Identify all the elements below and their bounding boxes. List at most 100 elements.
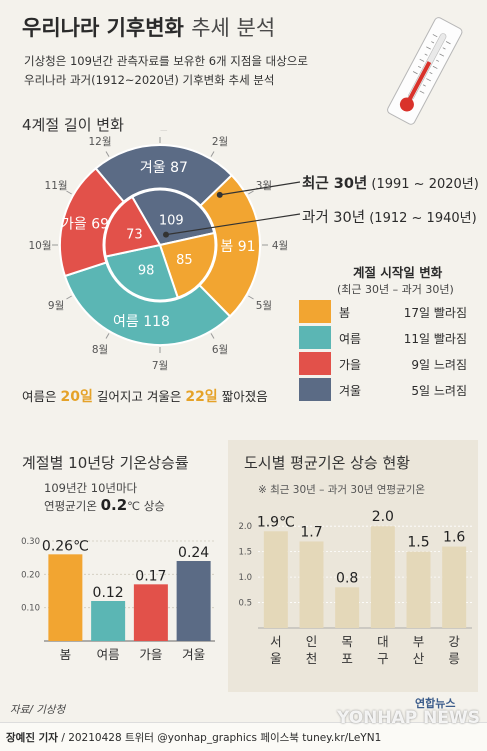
credit-author: 장예진 기자	[6, 732, 58, 744]
month-label: 2월	[212, 136, 228, 148]
legend-name: 봄	[339, 306, 351, 320]
thermometer-icon	[387, 17, 463, 125]
recent-slice-label: 봄 91	[220, 239, 255, 255]
recent-range-text: (1991 ~ 2020년)	[371, 177, 479, 192]
month-tick	[210, 151, 215, 157]
city-section-heading: 도시별 평균기온 상승 현황	[244, 454, 411, 472]
recent-period-label: 최근 30년 (1991 ~ 2020년)	[302, 172, 479, 193]
city-ytick-label: 1.5	[238, 548, 252, 558]
city-value-label: 2.0	[372, 509, 394, 525]
rate-bar	[91, 601, 126, 641]
legend-name: 겨울	[339, 384, 362, 398]
city-ytick-label: 1.0	[238, 573, 252, 583]
legend-name: 여름	[339, 332, 362, 346]
recent-label-text: 최근 30년	[302, 176, 368, 192]
agency-watermark: YONHAP NEWS	[337, 708, 480, 728]
season-section-heading: 4계절 길이 변화	[22, 116, 124, 134]
rate-bar	[176, 561, 211, 641]
rate-value-label: 0.26℃	[42, 538, 89, 554]
rate-category-label: 겨울	[182, 647, 205, 662]
legend-swatch	[299, 300, 331, 323]
recent-slice-label: 여름 118	[113, 314, 170, 330]
season-summary: 여름은 20일 길어지고 겨울은 22일 짧아졌음	[22, 386, 268, 406]
rate-value-label: 0.17	[135, 568, 166, 584]
legend-name: 가을	[339, 358, 362, 372]
legend-swatch	[299, 352, 331, 375]
season-donut-chart: 겨울 87 봄 91 여름 118 가을 69 109 85 98 73 1월 2월 3월 4월 5월 6…	[28, 130, 300, 372]
month-tick	[66, 190, 72, 195]
month-label: 1월	[152, 130, 168, 132]
past-slice-label: 73	[126, 228, 143, 243]
past-pointer-dot	[163, 231, 169, 238]
summary-text-a: 여름은	[22, 389, 57, 404]
footer-bar: 장예진 기자 / 20210428 트위터 @yonhap_graphics 페…	[0, 722, 487, 751]
legend-title: 계절 시작일 변화	[353, 265, 443, 280]
city-bar-chart: 2.0 1.5 1.0 0.5 1.9℃ 서 울 1.7 인 천 0.8 목 포 2.0 대 구 1.5 부 산 1.…	[238, 509, 472, 666]
recent-slice-label: 가을 69	[61, 217, 109, 233]
past-range-text: (1912 ~ 1940년)	[369, 211, 477, 226]
city-ytick-label: 2.0	[238, 522, 252, 532]
city-bar	[370, 526, 395, 628]
agency-logo-kr: 연합뉴스	[415, 697, 456, 710]
recent-pointer-dot	[216, 191, 223, 198]
legend-subtitle: (최근 30년 – 과거 30년)	[337, 283, 454, 296]
title-light: 추세 분석	[191, 16, 276, 40]
source-note: 자료/ 기상청	[10, 704, 66, 716]
past-slice-label: 109	[159, 213, 184, 228]
month-label: 7월	[152, 360, 168, 372]
page-title: 우리나라 기후변화 추세 분석	[22, 12, 275, 42]
legend-item: 겨울 5일 느려짐	[299, 378, 479, 401]
month-tick	[248, 295, 254, 300]
recent-pointer-line	[219, 181, 300, 196]
city-bar	[335, 587, 360, 628]
summary-text-b: 길어지고 겨울은	[96, 389, 182, 404]
credit-rest: / 20210428 트위터 @yonhap_graphics 페이스북 tun…	[61, 732, 382, 744]
rate-note-value: 0.2	[100, 496, 128, 514]
legend-swatch	[299, 326, 331, 349]
past-slice-label: 98	[138, 263, 155, 278]
rate-category-label: 여름	[97, 647, 120, 662]
rate-value-label: 0.12	[93, 585, 124, 601]
city-note: ※ 최근 30년 – 과거 30년 연평균기온	[258, 484, 426, 496]
month-label: 3월	[256, 180, 272, 192]
city-bar	[299, 541, 324, 628]
rate-category-label: 가을	[139, 647, 162, 662]
description-line-1: 기상청은 109년간 관측자료를 보유한 6개 지점을 대상으로	[24, 54, 308, 68]
rate-bar	[48, 554, 83, 641]
month-tick	[210, 333, 215, 339]
rate-ytick-label: 0.30	[21, 537, 40, 547]
city-value-label: 1.5	[407, 535, 429, 551]
summary-text-c: 짧아졌음	[221, 389, 268, 404]
title-main: 우리나라 기후변화	[22, 16, 184, 40]
credit-line: 장예진 기자 / 20210428 트위터 @yonhap_graphics 페…	[6, 730, 381, 745]
city-bar	[263, 531, 288, 628]
recent-slice-label: 겨울 87	[140, 160, 188, 176]
rate-category-label: 봄	[60, 647, 72, 662]
city-bar	[442, 546, 467, 628]
rate-value-label: 0.24	[178, 545, 209, 561]
month-label: 11월	[45, 180, 68, 192]
past-label-text: 과거 30년	[302, 210, 366, 226]
month-tick	[66, 295, 72, 300]
rate-note-label: 연평균기온	[44, 499, 97, 513]
city-value-label: 1.9℃	[257, 514, 295, 530]
month-label: 4월	[272, 240, 288, 252]
city-bar	[406, 551, 431, 628]
month-tick	[105, 151, 110, 157]
rate-note-unit: ℃ 상승	[127, 499, 165, 513]
summary-summer-days: 20일	[60, 389, 93, 405]
past-slice-label: 85	[176, 253, 193, 268]
past-period-label: 과거 30년 (1912 ~ 1940년)	[302, 206, 477, 227]
month-label: 12월	[88, 136, 111, 148]
legend-change: 11일 빨라짐	[403, 332, 467, 346]
legend-change: 17일 빨라짐	[403, 306, 467, 320]
month-label: 6월	[212, 344, 228, 356]
month-label: 8월	[92, 344, 108, 356]
ring-divider	[102, 187, 218, 303]
month-label: 10월	[28, 240, 51, 252]
legend-item: 봄 17일 빨라짐	[299, 300, 479, 323]
